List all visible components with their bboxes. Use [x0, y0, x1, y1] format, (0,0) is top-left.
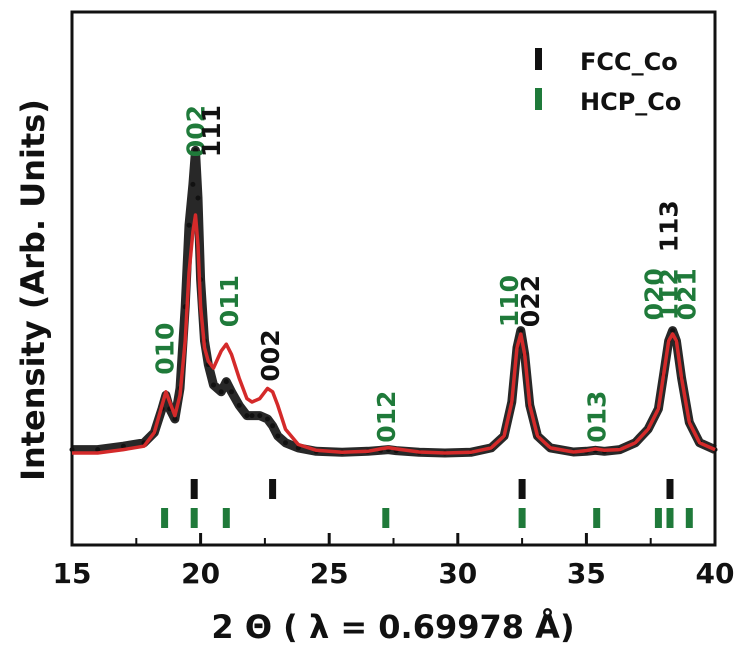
- observed-point: [211, 382, 216, 388]
- x-axis-ticks: 15 20 25 30 35 40: [53, 533, 735, 590]
- x-tick-label: 20: [181, 557, 220, 590]
- observed-point: [236, 402, 242, 408]
- hcp-reflection-marker: [666, 508, 674, 528]
- observed-point: [223, 379, 229, 385]
- observed-point: [120, 443, 126, 449]
- peak-label: 011: [215, 275, 244, 327]
- peak-label: 012: [372, 391, 401, 443]
- hcp-reflection-marker: [685, 508, 693, 528]
- legend-label-hcp: HCP_Co: [580, 88, 681, 116]
- hcp-reflection-marker: [593, 508, 601, 528]
- y-axis-title: Intensity (Arb. Units): [14, 99, 52, 481]
- observed-point: [257, 413, 263, 419]
- fcc-reflection-marker: [269, 479, 277, 499]
- peak-label: 002: [256, 329, 285, 381]
- observed-point: [190, 181, 196, 187]
- observed-point: [518, 328, 524, 334]
- observed-point: [270, 423, 276, 429]
- legend-label-fcc: FCC_Co: [580, 48, 678, 76]
- x-tick-label: 30: [438, 557, 477, 590]
- legend-swatch-hcp: [535, 88, 542, 110]
- x-tick-label: 15: [53, 557, 92, 590]
- peak-label: 021: [673, 268, 702, 320]
- fcc-reflection-marker: [666, 479, 674, 499]
- observed-point: [249, 413, 255, 419]
- peak-label: 112: [655, 268, 684, 320]
- peak-label: 022: [516, 275, 545, 327]
- series-calculated-line: [72, 213, 716, 455]
- observed-point: [195, 195, 201, 201]
- fcc-reflection-marker: [518, 479, 526, 499]
- hcp-reflection-marker: [382, 508, 390, 528]
- peak-label: 013: [583, 391, 612, 443]
- hcp-reflection-marker: [222, 508, 230, 528]
- peak-label: 110: [495, 275, 524, 327]
- hcp-reflection-marker: [190, 508, 198, 528]
- hcp-reflection-marker: [161, 508, 169, 528]
- peak-label: 111: [197, 105, 226, 157]
- hcp-reflection-marker: [654, 508, 662, 528]
- peak-label: 020: [639, 268, 668, 320]
- x-tick-label: 35: [567, 557, 606, 590]
- peak-label: 002: [182, 105, 211, 157]
- legend-swatch-fcc: [535, 48, 542, 70]
- peak-label: 113: [655, 200, 684, 252]
- series-layer: [69, 145, 718, 458]
- x-tick-label: 25: [310, 557, 349, 590]
- legend: FCC_Co HCP_Co: [535, 48, 681, 116]
- reflection-marker-layer: [161, 479, 693, 528]
- observed-point: [193, 147, 198, 153]
- fcc-reflection-marker: [190, 479, 198, 499]
- peak-label: 010: [151, 323, 180, 375]
- observed-point: [275, 433, 281, 439]
- observed-point: [283, 440, 288, 446]
- x-axis-title: 2 Θ ( λ = 0.69978 Å): [211, 608, 574, 646]
- x-tick-label: 40: [696, 557, 735, 590]
- observed-point: [69, 447, 75, 453]
- observed-point: [244, 413, 250, 419]
- observed-point: [670, 328, 676, 334]
- hcp-reflection-marker: [518, 508, 526, 528]
- observed-point: [186, 222, 192, 228]
- observed-point: [229, 389, 234, 395]
- observed-point: [218, 389, 224, 395]
- observed-point: [172, 416, 178, 422]
- observed-point: [265, 416, 270, 422]
- observed-point: [95, 447, 101, 453]
